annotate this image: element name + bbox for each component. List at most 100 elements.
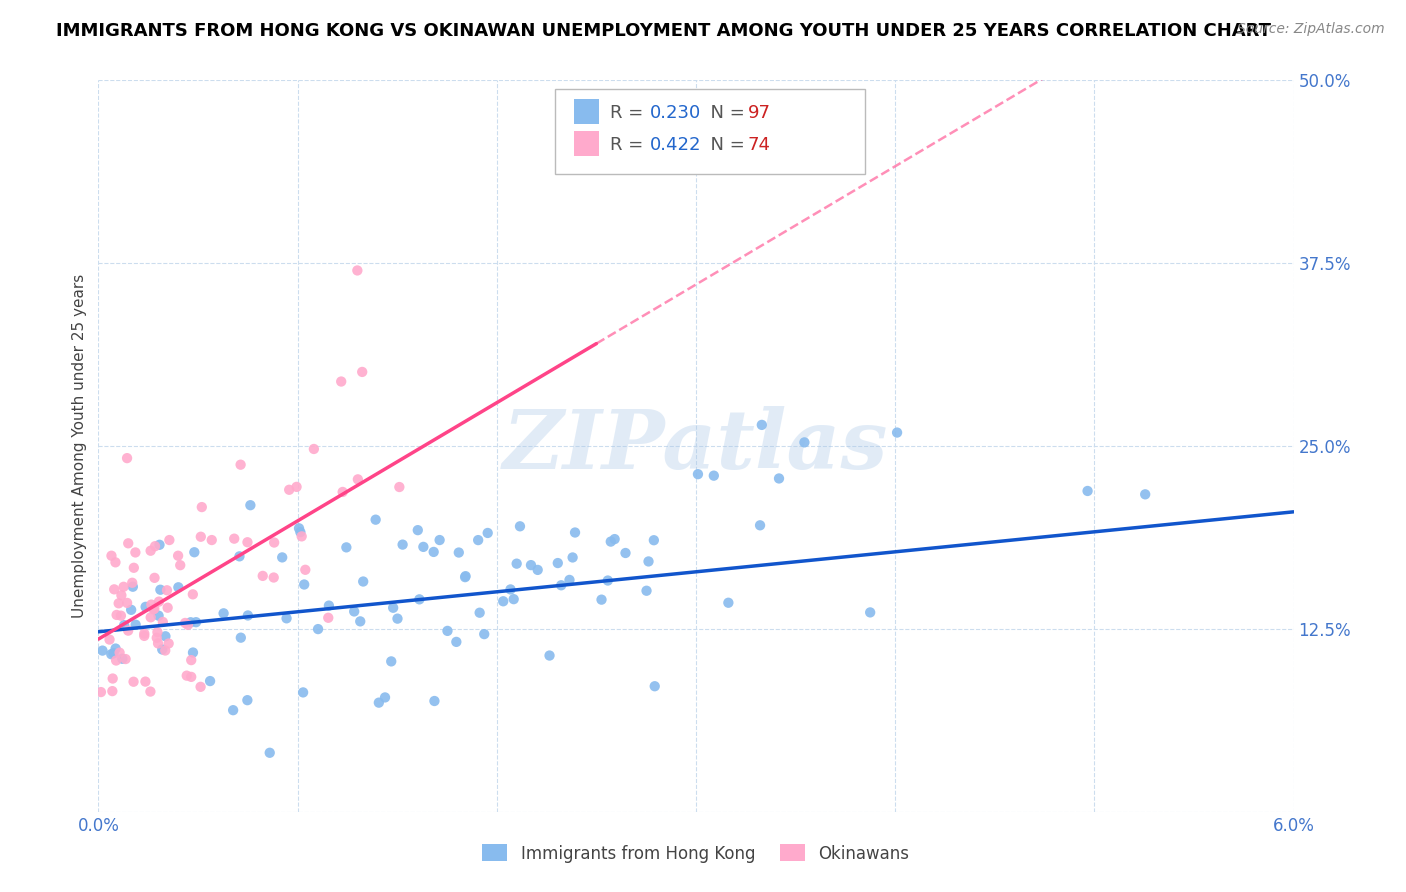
Text: 74: 74: [748, 136, 770, 154]
Point: [149, 582, 172, 597]
Point: [436, 624, 458, 638]
Point: [124, 545, 146, 559]
Point: [292, 685, 315, 699]
Point: [291, 529, 314, 543]
Point: [558, 573, 581, 587]
Point: [343, 604, 366, 618]
Point: [285, 480, 308, 494]
Point: [472, 627, 495, 641]
Point: [526, 563, 548, 577]
Point: [477, 525, 499, 540]
Point: [157, 636, 180, 650]
Point: [391, 538, 413, 552]
Point: [201, 533, 224, 547]
Point: [793, 435, 815, 450]
Point: [591, 592, 613, 607]
Point: [176, 668, 198, 682]
Point: [644, 679, 666, 693]
Point: [643, 533, 665, 548]
Point: [167, 549, 190, 563]
Point: [180, 653, 202, 667]
Point: [288, 521, 311, 535]
Point: [112, 580, 135, 594]
Point: [603, 532, 626, 546]
Point: [316, 611, 339, 625]
Text: N =: N =: [699, 136, 751, 154]
Point: [150, 642, 173, 657]
Point: [276, 611, 298, 625]
Point: [156, 600, 179, 615]
Point: [467, 533, 489, 547]
Point: [550, 578, 572, 592]
Point: [564, 525, 586, 540]
Point: [751, 417, 773, 432]
Point: [134, 629, 156, 643]
Point: [1077, 483, 1099, 498]
Point: [143, 539, 166, 553]
Point: [236, 608, 259, 623]
Point: [121, 575, 143, 590]
Point: [104, 641, 127, 656]
Text: N =: N =: [699, 104, 751, 122]
Point: [346, 263, 368, 277]
Point: [252, 569, 274, 583]
Point: [152, 615, 174, 629]
Point: [101, 684, 124, 698]
Point: [114, 652, 136, 666]
Point: [198, 674, 221, 689]
Point: [146, 625, 169, 640]
Point: [183, 545, 205, 559]
Point: [181, 646, 204, 660]
Point: [139, 610, 162, 624]
Point: [115, 596, 138, 610]
Point: [290, 525, 312, 540]
Point: [703, 468, 725, 483]
Point: [686, 467, 709, 482]
Point: [143, 571, 166, 585]
Point: [135, 599, 157, 614]
Text: 0.422: 0.422: [650, 136, 702, 154]
Point: [157, 533, 180, 547]
Text: R =: R =: [610, 104, 650, 122]
Point: [100, 647, 122, 661]
Point: [229, 631, 252, 645]
Point: [228, 549, 250, 564]
Point: [429, 533, 451, 547]
Point: [239, 498, 262, 512]
Point: [454, 570, 477, 584]
Point: [388, 480, 411, 494]
Point: [768, 471, 790, 485]
Point: [121, 580, 143, 594]
Point: [374, 690, 396, 705]
Point: [332, 485, 354, 500]
Point: [236, 535, 259, 549]
Point: [505, 557, 527, 571]
Point: [278, 483, 301, 497]
Point: [330, 375, 353, 389]
Point: [271, 550, 294, 565]
Point: [141, 598, 163, 612]
Point: [294, 563, 316, 577]
Point: [110, 588, 132, 602]
Point: [349, 615, 371, 629]
Point: [191, 500, 214, 514]
Point: [156, 583, 179, 598]
Point: [91, 643, 114, 657]
Point: [859, 606, 882, 620]
Point: [492, 594, 515, 608]
Point: [387, 612, 409, 626]
Point: [447, 545, 470, 559]
Point: [335, 541, 357, 555]
Point: [139, 543, 162, 558]
Point: [104, 555, 127, 569]
Point: [614, 546, 637, 560]
Point: [236, 693, 259, 707]
Point: [184, 615, 207, 630]
Point: [212, 607, 235, 621]
Point: [509, 519, 531, 533]
Point: [318, 599, 340, 613]
Point: [112, 618, 135, 632]
Point: [142, 602, 165, 616]
Point: [167, 580, 190, 594]
Point: [110, 608, 132, 623]
